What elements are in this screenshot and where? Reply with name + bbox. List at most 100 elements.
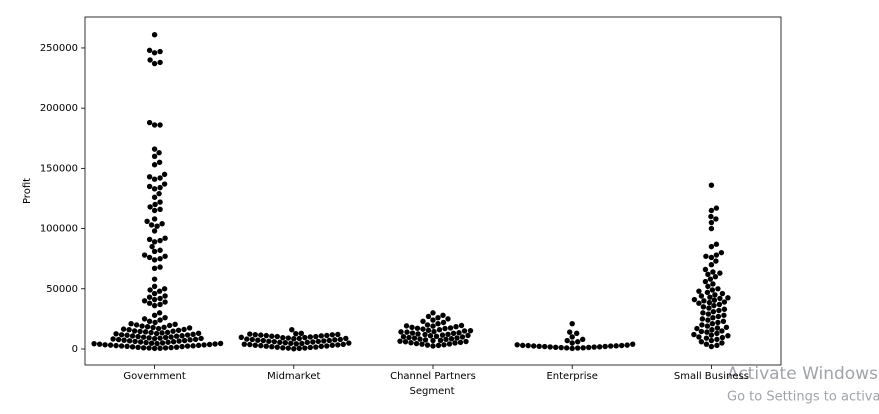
swarm-point: [708, 343, 715, 350]
swarm-point: [452, 340, 458, 346]
swarm-point: [173, 344, 180, 350]
swarm-point: [422, 337, 429, 343]
swarm-point: [157, 59, 163, 66]
swarm-point: [440, 312, 446, 318]
swarm-point: [274, 344, 280, 350]
swarm-point: [408, 340, 414, 346]
swarm-point: [710, 269, 716, 275]
swarm-point: [293, 330, 299, 337]
swarm-point: [159, 330, 165, 336]
swarm-point: [315, 338, 321, 345]
swarm-point: [149, 243, 155, 250]
swarm-point: [424, 342, 431, 348]
swarm-point: [714, 336, 720, 343]
swarm-point: [133, 322, 140, 328]
swarm-point: [719, 328, 725, 334]
swarm-point: [184, 343, 191, 349]
swarm-point: [708, 207, 715, 214]
swarm-point: [159, 221, 165, 227]
swarm-point: [705, 317, 711, 323]
swarm-point: [148, 222, 155, 228]
swarm-point: [708, 182, 715, 188]
swarm-point: [249, 336, 255, 343]
swarm-point: [157, 295, 163, 302]
swarm-point: [161, 171, 168, 178]
swarm-point: [703, 341, 710, 347]
swarm-point: [430, 343, 436, 349]
swarm-point: [157, 184, 163, 191]
swarm-point: [630, 341, 636, 347]
swarm-point: [569, 320, 575, 327]
swarm-point: [179, 343, 185, 350]
swarm-point: [307, 344, 313, 351]
swarm-point: [313, 344, 319, 350]
swarm-point: [708, 254, 715, 261]
swarm-point: [304, 339, 310, 346]
swarm-point: [252, 331, 258, 338]
swarm-point: [285, 335, 291, 341]
swarm-point: [146, 294, 153, 300]
swarm-point: [120, 326, 127, 332]
swarm-point: [148, 329, 154, 336]
x-tick-label: Small Business: [674, 371, 749, 382]
swarm-point: [318, 343, 324, 350]
swarm-point: [463, 338, 469, 345]
swarm-point: [151, 146, 158, 152]
swarm-point: [151, 296, 158, 303]
swarm-point: [164, 329, 171, 336]
swarm-point: [430, 317, 436, 323]
swarm-point: [135, 333, 141, 340]
swarm-point: [704, 323, 711, 329]
swarm-point: [288, 340, 294, 347]
swarm-point: [700, 310, 706, 316]
swarm-point: [153, 330, 160, 337]
swarm-point: [271, 338, 277, 345]
swarm-point: [547, 344, 553, 350]
swarm-point: [329, 342, 335, 348]
swarm-point: [146, 300, 153, 306]
swarm-point: [414, 325, 421, 331]
swarm-point: [168, 344, 174, 351]
swarm-point: [190, 343, 196, 349]
swarm-point: [302, 345, 308, 351]
swarm-point: [142, 329, 149, 335]
swarm-point: [698, 328, 705, 335]
swarm-point: [608, 343, 614, 349]
swarm-point: [703, 335, 710, 341]
swarm-point: [425, 327, 432, 334]
swarm-point: [704, 289, 711, 296]
swarm-point: [725, 295, 731, 301]
swarm-point: [154, 223, 160, 229]
swarm-point: [448, 336, 455, 342]
swarm-point: [709, 327, 715, 333]
swarm-point: [151, 302, 158, 309]
swarm-point: [139, 323, 145, 329]
swarm-point: [113, 342, 119, 349]
swarm-point: [151, 335, 158, 342]
swarm-point: [702, 266, 709, 273]
swarm-point: [162, 345, 169, 351]
swarm-point: [715, 286, 721, 292]
swarm-point: [708, 332, 715, 338]
swarm-point: [435, 320, 441, 327]
swarm-point: [151, 216, 158, 222]
swarm-point: [580, 336, 586, 343]
swarm-point: [404, 329, 410, 335]
swarm-point: [713, 252, 720, 258]
swarm-point: [179, 333, 185, 339]
swarm-point: [187, 337, 193, 343]
swarm-point: [430, 337, 436, 344]
swarm-point: [433, 333, 440, 340]
swarm-point: [335, 342, 341, 348]
swarm-point: [266, 338, 272, 344]
swarm-point: [696, 288, 702, 294]
swarm-point: [536, 343, 542, 350]
swarm-point: [157, 264, 163, 270]
swarm-point: [137, 328, 143, 335]
swarm-point: [260, 337, 266, 344]
y-tick-label: 200000: [40, 103, 78, 114]
swarm-point: [409, 324, 415, 331]
swarm-point: [113, 331, 119, 337]
swarm-point: [255, 337, 261, 343]
swarm-point: [151, 50, 158, 56]
